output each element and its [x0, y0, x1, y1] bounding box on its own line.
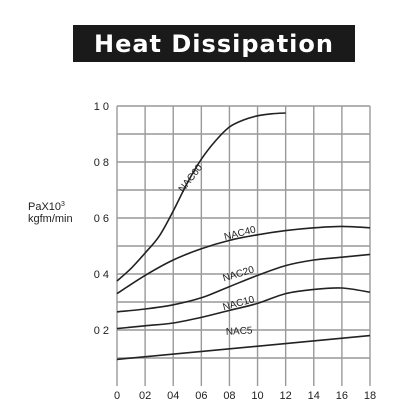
title-banner: Heat Dissipation	[73, 25, 355, 62]
x-tick-label: 02	[139, 390, 151, 400]
x-tick-label: 14	[308, 390, 320, 400]
x-tick-label: 16	[336, 390, 348, 400]
x-tick-label: 0	[114, 390, 120, 400]
y-tick-label: 0 8	[94, 157, 109, 169]
y-axis-label-line2: kgfm/min	[28, 213, 73, 225]
series-label-nac5: NAC5	[226, 325, 254, 337]
series-line-nac5	[116, 334, 371, 361]
series-label-nac10: NAC10	[222, 294, 256, 313]
x-tick-label: 12	[280, 390, 292, 400]
y-axis-label-exponent: 3	[61, 201, 65, 208]
x-tick-label: 10	[251, 390, 263, 400]
series-line-nac60	[116, 112, 286, 282]
series-line-nac20	[116, 253, 371, 313]
y-tick-label: 0 4	[94, 269, 109, 281]
series-line-nac10	[116, 287, 371, 330]
x-tick-label: 04	[167, 390, 179, 400]
y-tick-label: 0 2	[94, 325, 109, 337]
x-tick-label: 18	[364, 390, 376, 400]
y-axis-label-line1: PaX10	[28, 201, 62, 213]
x-tick-label: 06	[195, 390, 207, 400]
y-tick-label: 0 6	[94, 213, 109, 225]
x-tick-label: 08	[223, 390, 235, 400]
y-axis-label: PaX103 kgfm/min	[28, 199, 73, 225]
series-label-nac20: NAC20	[222, 264, 256, 284]
series-label-nac40: NAC40	[223, 224, 257, 243]
series-line-nac40	[116, 225, 371, 295]
y-tick-label: 1 0	[94, 101, 109, 113]
chart-title: Heat Dissipation	[94, 29, 334, 58]
